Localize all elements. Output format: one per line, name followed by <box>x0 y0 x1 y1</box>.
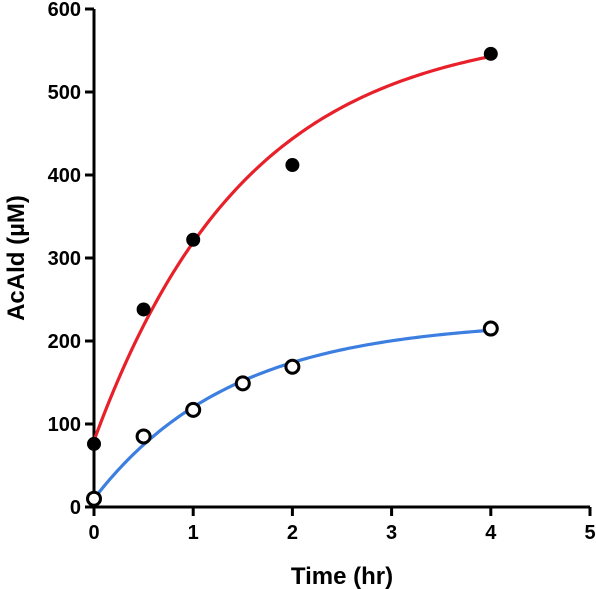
data-point-series-1 <box>186 232 201 247</box>
data-points <box>86 46 499 507</box>
data-point-series-2 <box>135 428 152 445</box>
data-point-series-2 <box>234 375 251 392</box>
x-tick-label: 5 <box>584 522 595 544</box>
y-tick-label: 100 <box>48 414 81 436</box>
y-tick-label: 200 <box>48 331 81 353</box>
y-tick-label: 300 <box>48 248 81 270</box>
data-point-series-1 <box>136 302 151 317</box>
data-point-series-1 <box>285 158 300 173</box>
fit-curves <box>92 54 492 500</box>
x-tick-label: 3 <box>386 522 397 544</box>
x-axis-title: Time (hr) <box>291 563 393 589</box>
data-point-series-2 <box>284 358 301 375</box>
data-point-series-2 <box>185 401 202 418</box>
x-ticks: 0 1 2 3 4 5 <box>88 507 596 544</box>
data-point-series-1 <box>87 436 101 451</box>
y-tick-label: 600 <box>48 0 81 21</box>
y-tick-label: 500 <box>48 82 81 104</box>
y-tick-label: 0 <box>70 497 81 519</box>
fit-curve-series-2 <box>92 328 491 500</box>
x-tick-label: 1 <box>188 522 199 544</box>
x-tick-label: 2 <box>287 522 298 544</box>
y-ticks: 0 100 200 300 400 500 600 <box>48 0 94 519</box>
data-point-series-2 <box>86 490 102 507</box>
x-tick-label: 0 <box>88 522 99 544</box>
x-tick-label: 4 <box>485 522 497 544</box>
axes <box>92 9 590 509</box>
data-point-series-1 <box>483 46 498 61</box>
y-axis-title: AcAld (µM) <box>3 195 30 321</box>
y-tick-label: 400 <box>48 165 81 187</box>
fit-curve-series-1 <box>92 54 492 442</box>
data-point-series-2 <box>482 320 499 337</box>
